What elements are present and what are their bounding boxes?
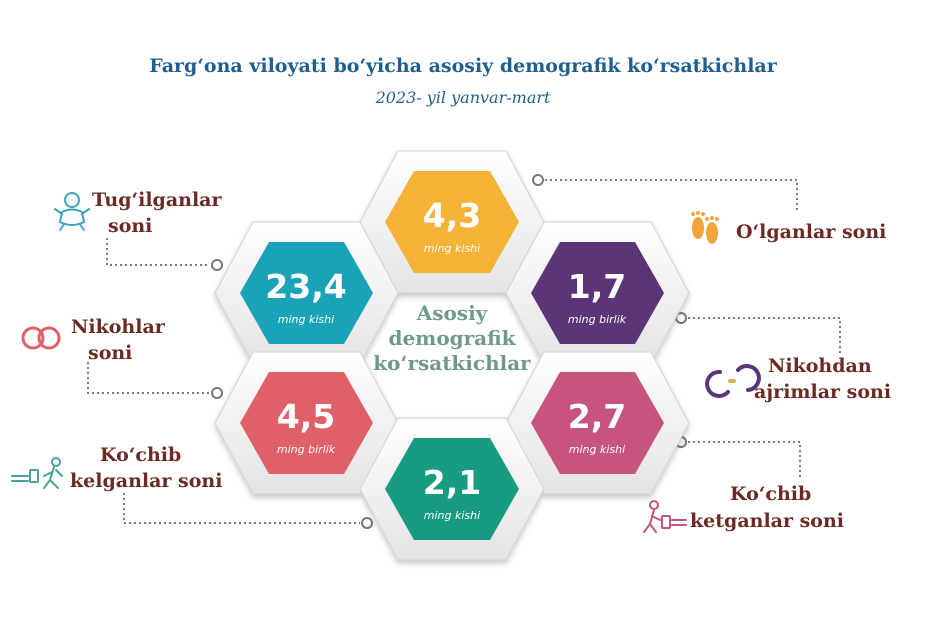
value-divorces: 1,7 (568, 267, 626, 306)
value-births: 23,4 (265, 267, 346, 306)
rings-icon (21, 326, 61, 350)
connector-dot (361, 517, 373, 529)
value-immigrants: 2,1 (423, 463, 481, 502)
connector-births (106, 238, 210, 266)
connector-emigrants (688, 441, 801, 478)
center-label-line3: ko‘rsatkichlar (373, 351, 531, 375)
unit-divorces: ming birlik (568, 313, 627, 326)
unit-deaths: ming kishi (424, 242, 480, 255)
unit-emigrants: ming kishi (569, 443, 625, 456)
footprints-icon (691, 211, 719, 244)
hex-deaths (385, 171, 519, 273)
label-births-line2: soni (108, 215, 152, 237)
hex-births (240, 242, 373, 344)
connector-dot (532, 174, 544, 186)
label-marriages-line2: soni (88, 342, 132, 364)
connector-dots (211, 174, 687, 529)
label-marriages-line1: Nikohlar (71, 316, 166, 338)
hex-emigrants (531, 372, 664, 474)
traveler-leaving-icon (643, 500, 687, 533)
connector-divorces (688, 317, 841, 355)
connector-dot (211, 259, 223, 271)
connector-lines (87, 179, 841, 524)
label-deaths: O‘lganlar soni (736, 221, 886, 243)
label-immigrants-line1: Ko‘chib (100, 444, 181, 466)
unit-births: ming kishi (278, 313, 334, 326)
label-emigrants-line2: ketganlar soni (690, 510, 844, 532)
page-title: Farg‘ona viloyati bo‘yicha asosiy demogr… (149, 55, 777, 77)
label-immigrants-line2: kelganlar soni (70, 470, 222, 492)
value-deaths: 4,3 (423, 196, 481, 235)
label-emigrants-line1: Ko‘chib (730, 483, 811, 505)
value-marriages: 4,5 (277, 397, 335, 436)
page-subtitle: 2023- yil yanvar-mart (375, 88, 551, 107)
baby-icon (54, 192, 90, 231)
connector-dot (211, 387, 223, 399)
traveler-arriving-icon (11, 457, 63, 489)
hex-immigrants (385, 438, 519, 540)
broken-rings-icon (705, 364, 761, 398)
unit-immigrants: ming kishi (424, 509, 480, 522)
center-label-line2: demografik (388, 326, 516, 350)
connector-marriages (87, 362, 210, 394)
value-emigrants: 2,7 (568, 397, 626, 436)
connector-deaths (545, 179, 798, 210)
hex-marriages (240, 372, 373, 474)
hex-divorces (531, 242, 664, 344)
connector-immigrants (123, 493, 360, 524)
unit-marriages: ming birlik (277, 443, 336, 456)
label-divorces-line2: ajrimlar soni (754, 381, 891, 403)
label-births-line1: Tug‘ilganlar (92, 189, 222, 211)
center-label-line1: Asosiy (416, 301, 489, 325)
label-divorces-line1: Nikohdan (768, 355, 872, 377)
